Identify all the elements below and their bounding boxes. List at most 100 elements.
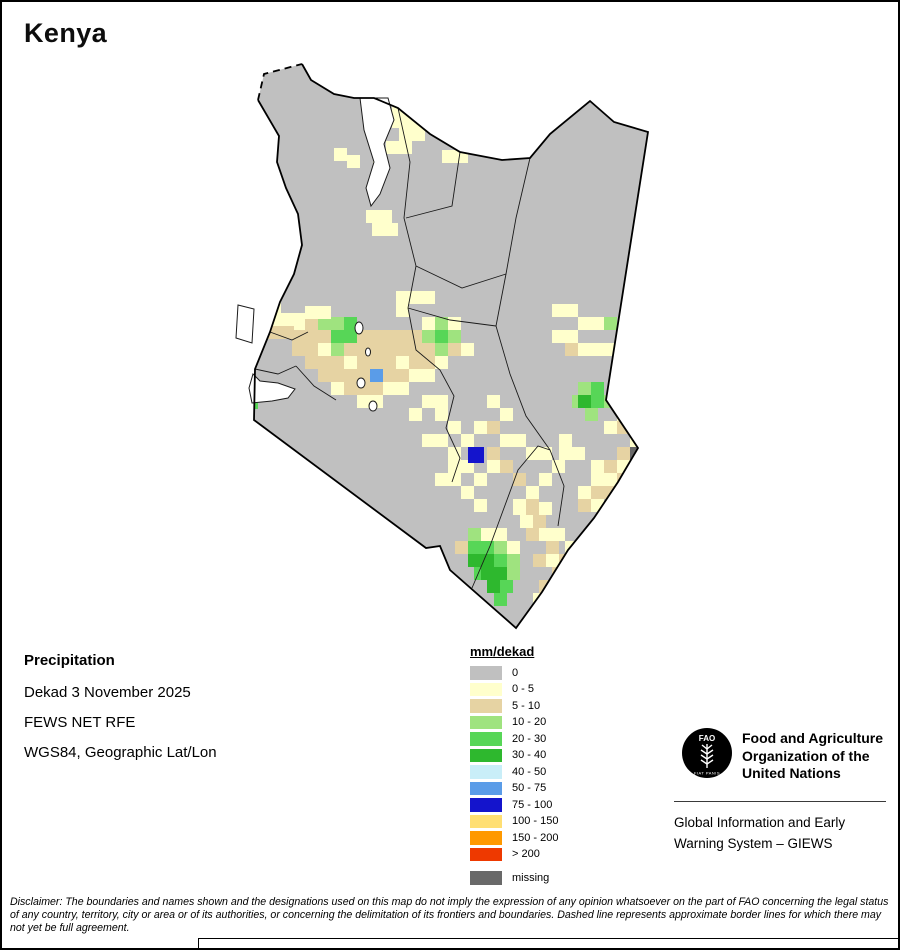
legend-row: 10 - 20 — [470, 715, 558, 729]
precip-cell — [383, 343, 396, 356]
legend-swatch — [470, 715, 502, 729]
precip-cell — [331, 343, 344, 356]
precip-cell — [578, 499, 591, 512]
legend-row: 5 - 10 — [470, 699, 558, 713]
legend-label: 0 - 5 — [512, 683, 535, 696]
precip-cell — [442, 150, 455, 163]
legend-row: 20 - 30 — [470, 732, 558, 746]
precip-cell — [461, 343, 474, 356]
precip-cell — [520, 515, 533, 528]
legend-swatch — [470, 871, 502, 885]
precip-cell — [255, 326, 268, 339]
giews-line: Global Information and Early — [674, 815, 846, 830]
fao-logo-icon: FAO FIAT PANIS — [682, 728, 732, 778]
precip-cell — [344, 356, 357, 369]
precip-cell — [468, 554, 481, 567]
bottom-rule — [198, 938, 898, 939]
precip-cell — [494, 528, 507, 541]
precip-cell — [565, 304, 578, 317]
precip-cell — [435, 473, 448, 486]
precip-cell — [392, 115, 405, 128]
lakes — [235, 97, 395, 412]
precip-cell — [494, 541, 507, 554]
disclaimer-text: Disclaimer: The boundaries and names sho… — [10, 896, 889, 934]
legend-label: 20 - 30 — [512, 732, 547, 745]
admin-boundaries — [254, 107, 565, 589]
precip-cell — [344, 317, 357, 330]
page-title: Kenya — [24, 18, 108, 48]
wheat-ear-icon — [700, 744, 714, 768]
legend-title: mm/dekad — [470, 644, 535, 659]
precip-cell — [370, 330, 383, 343]
precip-cell — [578, 382, 591, 395]
precip-cell — [578, 343, 591, 356]
fao-name-line: Food and Agriculture — [742, 730, 884, 746]
precip-cell — [379, 210, 392, 223]
precip-cell — [559, 434, 572, 447]
bottom-rule-tick — [198, 938, 199, 948]
info-heading: Precipitation — [24, 652, 115, 669]
precip-cell — [487, 460, 500, 473]
precip-cell — [370, 343, 383, 356]
legend-items: 0 0 - 5 5 - 10 10 - 20 20 - 30 30 - 40 40 - 50… — [470, 666, 558, 885]
precip-cell — [383, 382, 396, 395]
precip-cell — [318, 343, 331, 356]
precip-cell — [318, 319, 331, 332]
legend-swatch — [470, 814, 502, 828]
precip-cell — [292, 343, 305, 356]
fao-logo-text: FAO — [699, 734, 715, 743]
precip-cell — [578, 395, 591, 408]
precip-cell — [578, 486, 591, 499]
precip-cell — [585, 408, 598, 421]
precip-cell — [331, 382, 344, 395]
precip-cell — [334, 148, 347, 161]
legend-label: missing — [512, 871, 550, 884]
precip-cell — [500, 408, 513, 421]
precip-cell — [344, 330, 357, 343]
legend-label: 0 — [512, 666, 519, 679]
precip-cell — [500, 580, 513, 593]
precip-cell — [255, 300, 268, 313]
legend-swatch — [470, 781, 502, 795]
precip-cell — [578, 317, 591, 330]
precip-cell — [396, 291, 409, 304]
precip-cell — [474, 473, 487, 486]
precip-cell — [513, 502, 526, 515]
legend-label: 30 - 40 — [512, 749, 547, 762]
precip-cell — [494, 554, 507, 567]
precip-cell — [255, 313, 268, 326]
precip-cell — [487, 447, 500, 460]
precip-cell — [552, 528, 565, 541]
precip-cell — [370, 369, 383, 382]
precip-cell — [630, 395, 643, 408]
giews-block: Global Information and Early Warning Sys… — [674, 812, 845, 854]
precip-cell — [435, 434, 448, 447]
legend-row: 100 - 150 — [470, 814, 558, 828]
info-projection: WGS84, Geographic Lat/Lon — [24, 744, 217, 761]
precip-cell — [238, 372, 251, 385]
precip-cell — [500, 434, 513, 447]
precip-cell — [448, 473, 461, 486]
precip-cell — [448, 330, 461, 343]
precip-cell — [357, 395, 370, 408]
precip-cell — [396, 304, 409, 317]
precip-cell — [513, 434, 526, 447]
precip-cell — [448, 343, 461, 356]
precip-cell — [422, 317, 435, 330]
precip-cell — [331, 369, 344, 382]
precip-cell — [604, 421, 617, 434]
legend-row: 30 - 40 — [470, 748, 558, 762]
precip-cell — [643, 460, 648, 473]
precip-cell — [591, 343, 604, 356]
lake-victoria-shore — [235, 304, 255, 344]
precip-cell — [412, 128, 425, 141]
precip-cell — [238, 398, 251, 411]
precip-cell — [422, 330, 435, 343]
precip-cell — [305, 330, 318, 343]
precip-cell — [552, 304, 565, 317]
precip-cell — [591, 486, 604, 499]
precip-cell — [399, 141, 412, 154]
legend-label: 5 - 10 — [512, 699, 541, 712]
legend-row: > 200 — [470, 847, 558, 861]
precip-cell — [481, 554, 494, 567]
